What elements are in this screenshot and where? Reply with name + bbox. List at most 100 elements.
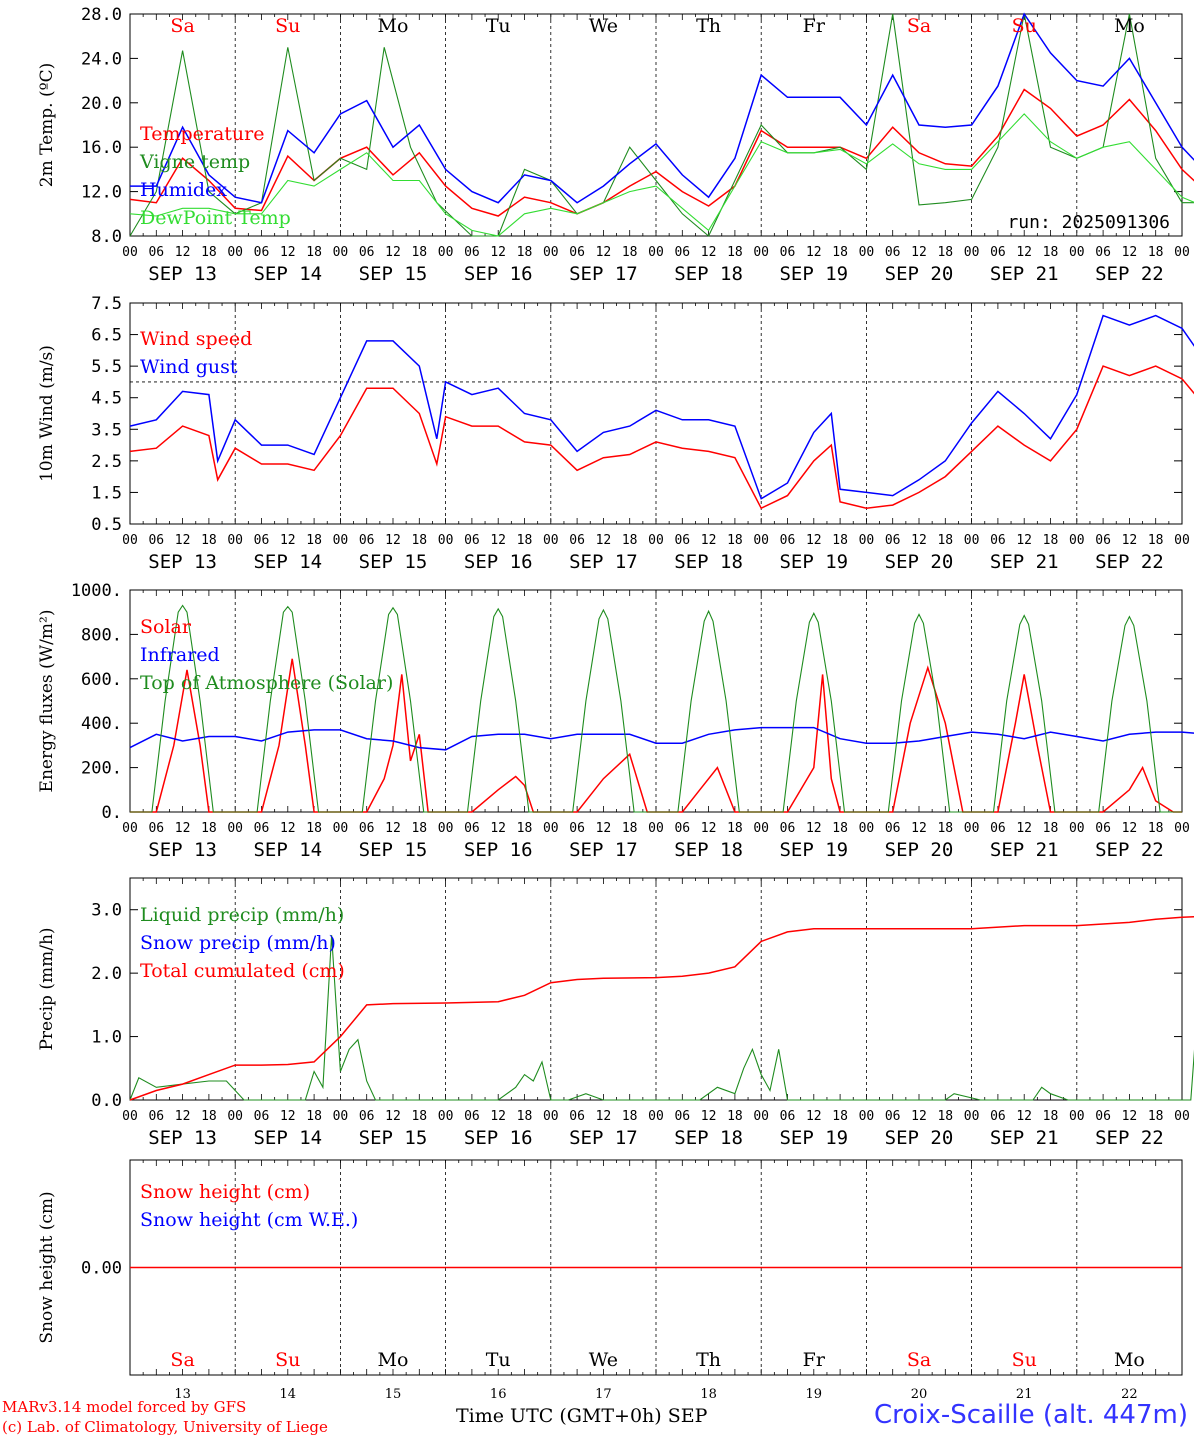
x-hour-label: 00 <box>543 533 559 548</box>
legend-entry: DewPoint Temp <box>140 207 291 229</box>
x-hour-label: 06 <box>464 1109 480 1124</box>
weekday-label: Th <box>696 15 721 37</box>
x-hour-label: 06 <box>990 1109 1006 1124</box>
series-line-wind-gust <box>129 314 1194 500</box>
x-hour-label: 00 <box>964 1109 980 1124</box>
x-hour-label: 00 <box>1069 533 1085 548</box>
y-tick-label: 2.0 <box>91 964 122 984</box>
x-date-label: SEP 13 <box>148 551 217 573</box>
x-hour-label: 00 <box>859 245 875 260</box>
x-hour-label: 12 <box>806 533 822 548</box>
x-hour-label: 12 <box>1122 245 1138 260</box>
weekday-label: Fr <box>803 15 826 37</box>
x-hour-label: 00 <box>859 1109 875 1124</box>
x-hour-label: 18 <box>517 821 533 836</box>
y-tick-label: 800. <box>81 625 122 645</box>
x-hour-label: 06 <box>254 245 270 260</box>
x-hour-label: 06 <box>1095 245 1111 260</box>
x-date-label: SEP 20 <box>885 1127 954 1149</box>
station-name: Croix-Scaille (alt. 447m) <box>874 1400 1188 1430</box>
x-date-label: SEP 15 <box>359 551 428 573</box>
x-date-label: SEP 22 <box>1095 839 1164 861</box>
x-hour-label: 18 <box>832 821 848 836</box>
x-hour-label: 18 <box>727 245 743 260</box>
x-hour-label: 00 <box>438 1109 454 1124</box>
y-axis-label: Snow height (cm) <box>37 1191 57 1343</box>
x-hour-label: 18 <box>727 533 743 548</box>
x-date-label: SEP 21 <box>990 551 1059 573</box>
x-hour-label: 06 <box>254 821 270 836</box>
x-hour-label: 12 <box>911 245 927 260</box>
x-date-label: SEP 17 <box>569 839 638 861</box>
x-hour-label: 12 <box>385 245 401 260</box>
x-date-label: SEP 17 <box>569 551 638 573</box>
y-tick-label: 20.0 <box>81 94 122 114</box>
x-date-label: SEP 18 <box>674 839 743 861</box>
x-hour-label: 18 <box>937 821 953 836</box>
x-hour-label: 06 <box>148 1109 164 1124</box>
x-hour-label: 00 <box>1174 533 1190 548</box>
x-hour-label: 12 <box>385 821 401 836</box>
x-hour-label: 12 <box>1016 245 1032 260</box>
x-hour-label: 12 <box>490 821 506 836</box>
series-line-liquid-precip-mm-h- <box>129 935 1194 1101</box>
x-hour-label: 00 <box>438 821 454 836</box>
x-hour-label: 18 <box>411 821 427 836</box>
x-date-label: SEP 13 <box>148 839 217 861</box>
x-hour-label: 12 <box>806 821 822 836</box>
weekday-label: Mo <box>378 15 409 37</box>
x-hour-label: 12 <box>1122 533 1138 548</box>
x-hour-label: 06 <box>885 1109 901 1124</box>
x-hour-label: 06 <box>780 533 796 548</box>
day-number-label: 22 <box>1121 1387 1138 1402</box>
x-hour-label: 00 <box>543 821 559 836</box>
x-hour-label: 06 <box>674 1109 690 1124</box>
x-hour-label: 06 <box>359 1109 375 1124</box>
day-number-label: 16 <box>490 1387 507 1402</box>
x-hour-label: 06 <box>780 1109 796 1124</box>
legend-entry: Solar <box>140 616 192 638</box>
x-hour-label: 18 <box>517 245 533 260</box>
legend-entry: Snow height (cm W.E.) <box>140 1209 358 1231</box>
x-hour-label: 12 <box>490 1109 506 1124</box>
x-hour-label: 00 <box>543 245 559 260</box>
weekday-label: Sa <box>170 15 194 37</box>
x-hour-label: 00 <box>1174 1109 1190 1124</box>
x-hour-label: 06 <box>148 821 164 836</box>
x-date-label: SEP 22 <box>1095 263 1164 285</box>
x-hour-label: 00 <box>648 1109 664 1124</box>
x-hour-label: 00 <box>753 1109 769 1124</box>
weekday-label: Sa <box>907 1349 931 1371</box>
x-hour-label: 06 <box>674 533 690 548</box>
x-date-label: SEP 14 <box>253 839 322 861</box>
day-number-label: 13 <box>174 1387 191 1402</box>
x-hour-label: 00 <box>438 533 454 548</box>
x-date-label: SEP 13 <box>148 263 217 285</box>
day-number-label: 17 <box>595 1387 612 1402</box>
y-tick-label: 24.0 <box>81 49 122 69</box>
y-tick-label: 0.0 <box>91 1091 122 1111</box>
x-date-label: SEP 14 <box>253 263 322 285</box>
x-hour-label: 18 <box>937 1109 953 1124</box>
x-hour-label: 06 <box>254 1109 270 1124</box>
x-hour-label: 00 <box>648 245 664 260</box>
x-hour-label: 18 <box>832 533 848 548</box>
x-hour-label: 12 <box>490 245 506 260</box>
x-hour-label: 06 <box>254 533 270 548</box>
x-hour-label: 00 <box>122 1109 138 1124</box>
y-tick-label: 6.5 <box>91 326 122 346</box>
x-hour-label: 00 <box>227 245 243 260</box>
x-hour-label: 12 <box>1122 821 1138 836</box>
weekday-label: Su <box>275 15 300 37</box>
footer-model: MARv3.14 model forced by GFS <box>2 1398 247 1416</box>
x-hour-label: 12 <box>701 245 717 260</box>
x-hour-label: 06 <box>569 1109 585 1124</box>
day-number-label: 20 <box>911 1387 928 1402</box>
weekday-label: Mo <box>1114 15 1145 37</box>
weekday-label: Mo <box>1114 1349 1145 1371</box>
x-hour-label: 18 <box>306 245 322 260</box>
x-axis-label: Time UTC (GMT+0h) SEP <box>456 1405 707 1427</box>
x-hour-label: 12 <box>596 245 612 260</box>
y-tick-label: 4.5 <box>91 389 122 409</box>
x-hour-label: 06 <box>359 245 375 260</box>
